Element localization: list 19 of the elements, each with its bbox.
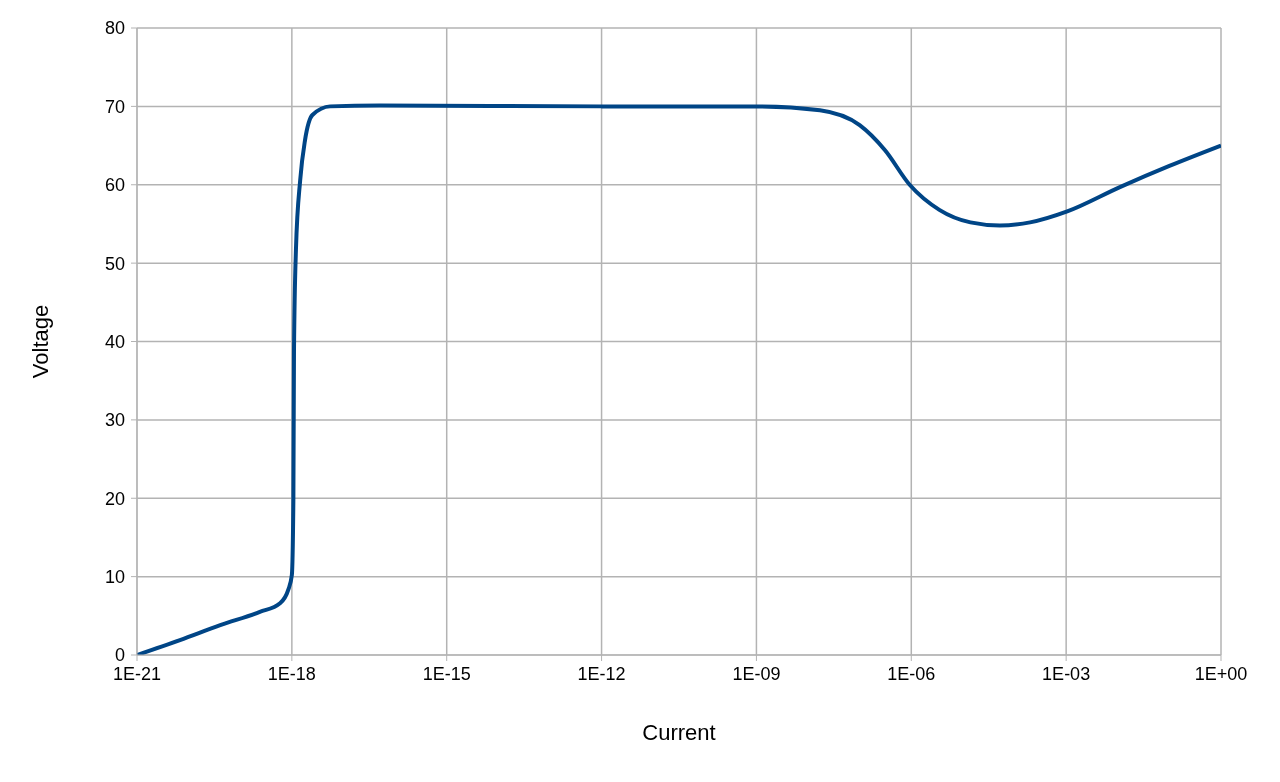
x-tick-label: 1E-03 — [1042, 663, 1091, 684]
y-tick-label: 40 — [104, 331, 125, 352]
y-tick-label: 80 — [104, 18, 125, 39]
x-tick-label: 1E-21 — [112, 663, 162, 684]
x-axis-title: Current — [642, 720, 716, 745]
x-tick-label: 1E+00 — [1194, 663, 1248, 684]
y-tick-label: 30 — [104, 410, 125, 431]
x-tick-label: 1E-15 — [422, 663, 471, 684]
y-tick-label: 10 — [104, 567, 125, 588]
x-tick-label: 1E-12 — [577, 663, 626, 684]
y-tick-label: 50 — [104, 253, 125, 274]
x-tick-label: 1E-18 — [267, 663, 316, 684]
y-tick-label: 20 — [104, 488, 125, 509]
y-axis-title: Voltage — [27, 304, 53, 379]
y-tick-label: 60 — [104, 175, 125, 196]
x-tick-label: 1E-09 — [732, 663, 781, 684]
x-tick-label: 1E-06 — [887, 663, 936, 684]
y-tick-label: 70 — [104, 96, 125, 117]
y-tick-label: 0 — [114, 645, 125, 666]
